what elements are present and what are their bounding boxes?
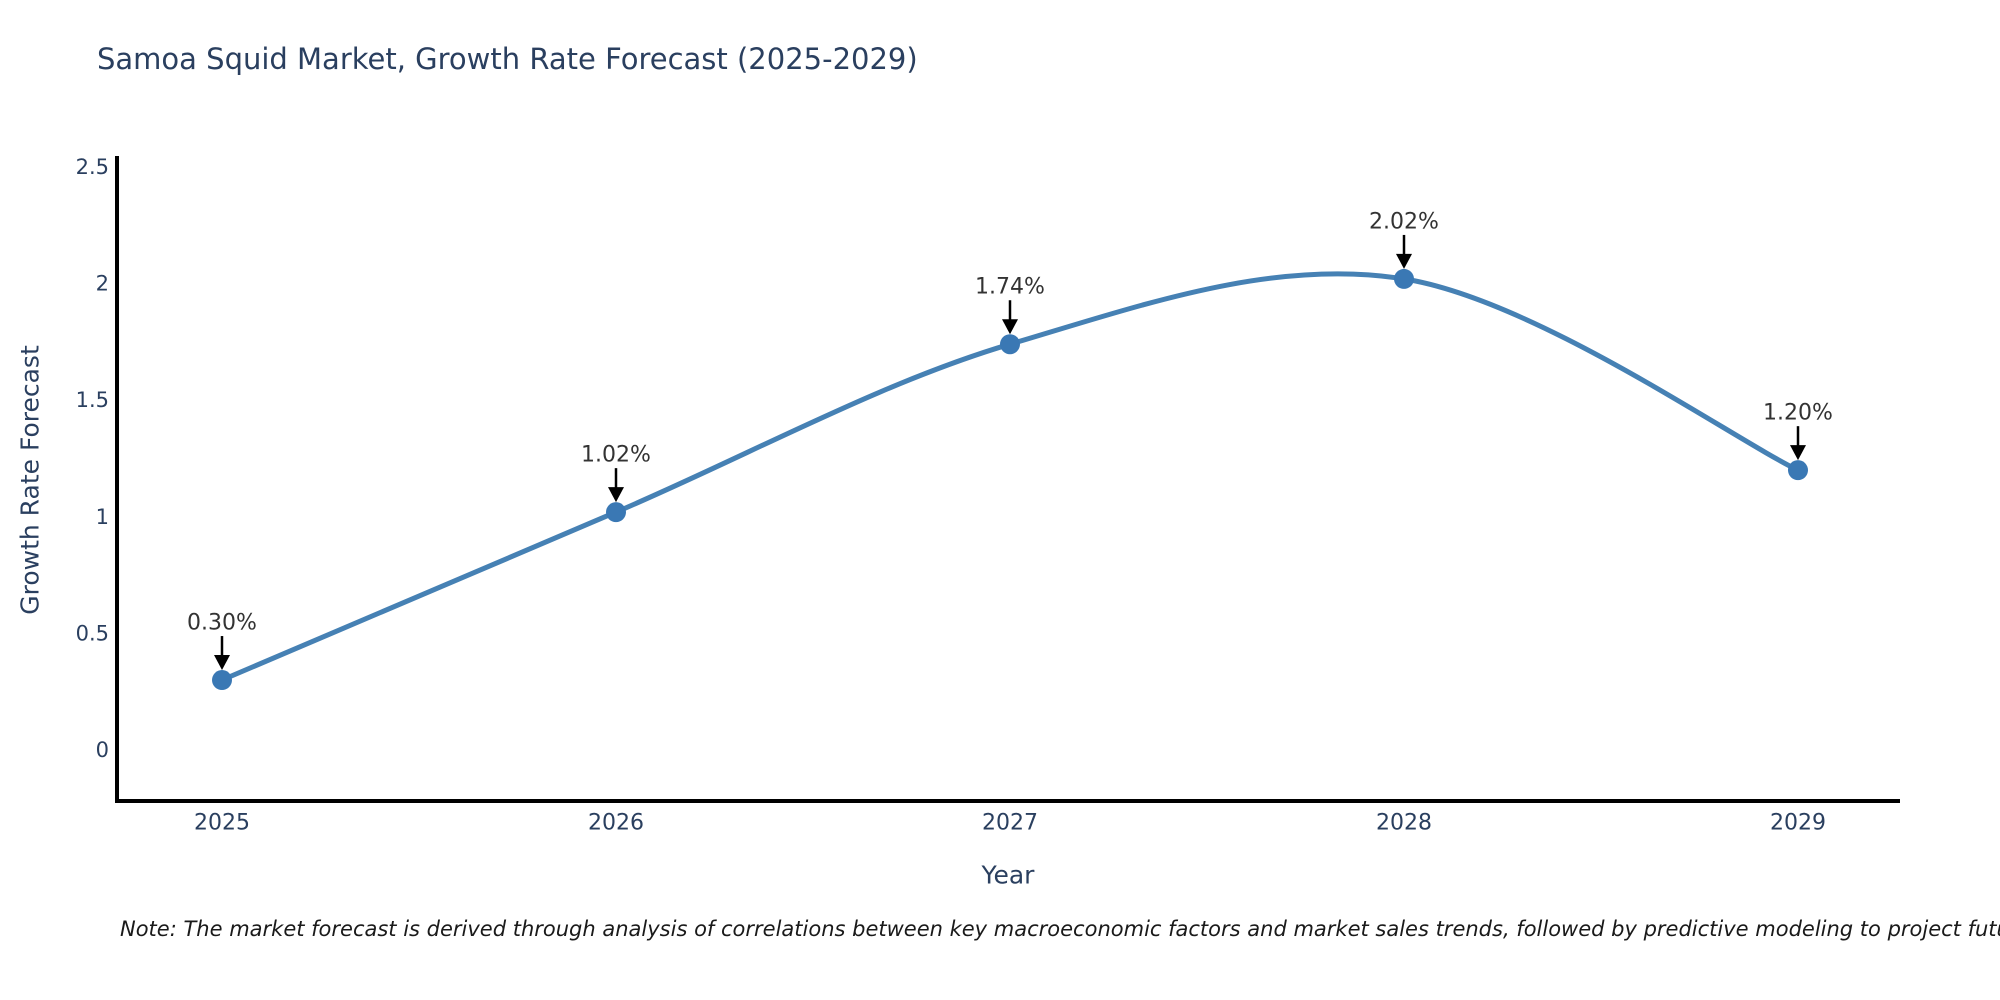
annotation-label-2026: 1.02%	[581, 443, 651, 468]
x-tick-label: 2029	[1770, 811, 1826, 836]
y-tick-label: 1.5	[76, 388, 109, 412]
y-tick-label: 2.5	[76, 155, 109, 179]
annotation-arrowhead-2026	[608, 487, 624, 503]
x-tick-label: 2026	[588, 811, 644, 836]
annotation-arrowhead-2027	[1002, 319, 1018, 335]
footnote: Note: The market forecast is derived thr…	[120, 917, 2000, 941]
data-point-marker-2025[interactable]	[212, 670, 232, 691]
y-tick-label: 0.5	[76, 621, 109, 645]
data-point-marker-2028[interactable]	[1394, 268, 1414, 289]
data-point-marker-2026[interactable]	[606, 502, 626, 523]
annotation-arrowhead-2025	[214, 655, 230, 671]
annotation-arrowhead-2029	[1790, 445, 1806, 461]
annotation-label-2029: 1.20%	[1763, 401, 1833, 426]
x-tick-label: 2027	[982, 811, 1038, 836]
data-point-marker-2029[interactable]	[1788, 460, 1808, 481]
annotation-label-2027: 1.74%	[975, 275, 1045, 300]
annotation-label-2025: 0.30%	[187, 611, 257, 636]
annotation-label-2028: 2.02%	[1369, 209, 1439, 234]
x-tick-label: 2028	[1376, 811, 1432, 836]
data-point-marker-2027[interactable]	[1000, 334, 1020, 355]
x-tick-label: 2025	[194, 811, 250, 836]
chart-title: Samoa Squid Market, Growth Rate Forecast…	[97, 42, 918, 76]
annotation-arrowhead-2028	[1396, 253, 1412, 269]
y-tick-label: 0	[96, 738, 109, 762]
y-tick-label: 1	[96, 505, 109, 529]
y-tick-label: 2	[96, 272, 109, 296]
x-axis-title: Year	[981, 860, 1035, 890]
